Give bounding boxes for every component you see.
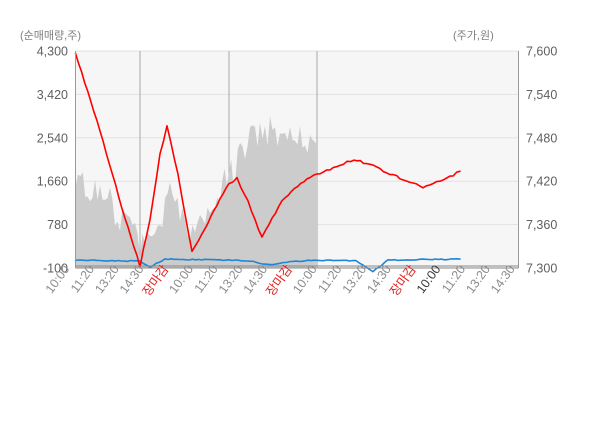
svg-text:(주가,원): (주가,원)	[453, 29, 494, 42]
svg-text:7,600: 7,600	[526, 45, 557, 59]
svg-text:7,300: 7,300	[526, 262, 557, 276]
svg-text:1,660: 1,660	[37, 175, 68, 189]
svg-text:7,420: 7,420	[526, 175, 557, 189]
svg-text:7,540: 7,540	[526, 88, 557, 102]
svg-text:2,540: 2,540	[37, 131, 68, 145]
svg-text:7,360: 7,360	[526, 218, 557, 232]
svg-text:7,480: 7,480	[526, 131, 557, 145]
svg-text:(순매매량,주): (순매매량,주)	[20, 29, 81, 42]
svg-text:4,300: 4,300	[37, 45, 68, 59]
svg-text:780: 780	[47, 218, 68, 232]
svg-text:3,420: 3,420	[37, 88, 68, 102]
